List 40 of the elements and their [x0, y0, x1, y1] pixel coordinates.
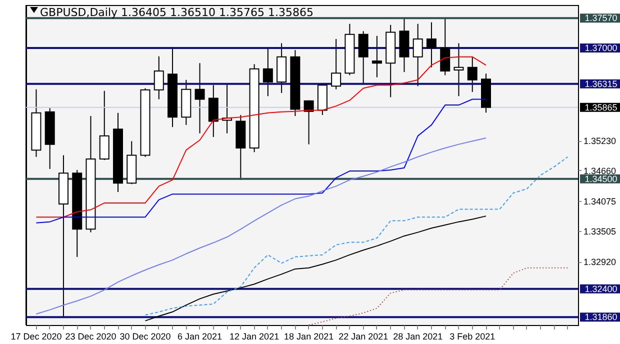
candlestick: [454, 42, 464, 97]
candlestick: [372, 35, 382, 78]
line-series: [144, 156, 568, 316]
x-tick-label: 17 Dec 2020: [10, 332, 62, 342]
ref-line-label: 1.36315: [584, 78, 618, 89]
candlestick: [99, 90, 110, 161]
y-tick-label: 1.34660: [584, 166, 616, 176]
y-tick-label: 1.33505: [584, 226, 616, 236]
ref-line-label: 1.37570: [584, 13, 618, 24]
ref-line-label: 1.32400: [584, 284, 618, 294]
candlestick: [426, 22, 436, 68]
candlestick: [331, 38, 342, 90]
line-series: [308, 267, 568, 326]
x-tick-label: 3 Feb 2021: [450, 332, 496, 342]
candlestick: [154, 56, 164, 100]
x-tick-label: 23 Dec 2020: [65, 332, 116, 342]
candlestick: [304, 100, 314, 145]
candlestick: [467, 56, 478, 92]
ref-line-label: 1.35865: [584, 102, 618, 112]
y-tick-label: 1.34075: [584, 196, 616, 207]
x-tick-label: 12 Jan 2021: [230, 332, 280, 342]
x-tick-label: 22 Jan 2021: [338, 332, 388, 342]
ref-line-label: 1.34500: [584, 174, 618, 184]
candlestick: [194, 62, 205, 134]
x-tick-label: 18 Jan 2021: [284, 332, 334, 342]
x-tick-label: 30 Dec 2020: [120, 332, 171, 342]
candlestick: [208, 84, 218, 138]
line-series: [36, 138, 486, 314]
x-tick-label: 6 Jan 2021: [178, 332, 222, 342]
y-tick-label: 1.32920: [584, 257, 616, 268]
x-tick-label: 28 Jan 2021: [393, 332, 443, 342]
candlestick: [440, 18, 450, 76]
candlestick: [262, 48, 273, 97]
y-tick-label: 1.35230: [584, 136, 616, 146]
candlestick: [358, 30, 368, 85]
chart-title: GBPUSD,Daily 1.36405 1.36510 1.35765 1.35865: [40, 6, 314, 19]
candlestick: [412, 23, 423, 87]
ref-line-label: 1.31860: [584, 312, 618, 322]
ref-line-label: 1.37000: [584, 42, 618, 53]
line-series: [144, 216, 486, 322]
